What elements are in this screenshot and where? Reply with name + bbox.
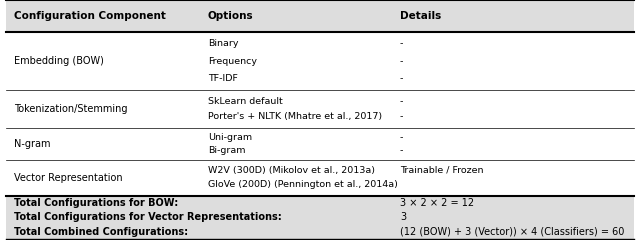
Bar [6,196,634,210]
Text: -: - [400,74,403,83]
Bar [6,210,634,224]
Text: -: - [400,97,403,106]
Text: Embedding (BOW): Embedding (BOW) [14,56,104,66]
Text: Options: Options [208,11,253,21]
Text: -: - [400,57,403,66]
Text: Bi-gram: Bi-gram [208,146,246,155]
Text: Trainable / Frozen: Trainable / Frozen [400,166,483,175]
Bar [6,0,634,32]
Text: -: - [400,112,403,121]
Text: N-gram: N-gram [14,139,51,149]
Text: GloVe (200D) (Pennington et al., 2014a): GloVe (200D) (Pennington et al., 2014a) [208,180,398,189]
Text: Uni-gram: Uni-gram [208,133,252,142]
Text: Tokenization/Stemming: Tokenization/Stemming [14,104,127,114]
Text: Porter's + NLTK (Mhatre et al., 2017): Porter's + NLTK (Mhatre et al., 2017) [208,112,382,121]
Text: TF-IDF: TF-IDF [208,74,238,83]
Text: Configuration Component: Configuration Component [14,11,166,21]
Text: -: - [400,133,403,142]
Text: Binary: Binary [208,39,239,48]
Text: W2V (300D) (Mikolov et al., 2013a): W2V (300D) (Mikolov et al., 2013a) [208,166,375,175]
Text: Total Combined Configurations:: Total Combined Configurations: [14,227,188,237]
Text: Vector Representation: Vector Representation [14,173,123,183]
Text: Total Configurations for BOW:: Total Configurations for BOW: [14,198,179,208]
Text: 3 × 2 × 2 = 12: 3 × 2 × 2 = 12 [400,198,474,208]
Text: 3: 3 [400,212,406,222]
Text: Details: Details [400,11,441,21]
Text: -: - [400,39,403,48]
Text: SkLearn default: SkLearn default [208,97,283,106]
Text: Total Configurations for Vector Representations:: Total Configurations for Vector Represen… [14,212,282,222]
Text: (12 (BOW) + 3 (Vector)) × 4 (Classifiers) = 60: (12 (BOW) + 3 (Vector)) × 4 (Classifiers… [400,227,625,237]
Text: Frequency: Frequency [208,57,257,66]
Bar [6,224,634,239]
Text: -: - [400,146,403,155]
